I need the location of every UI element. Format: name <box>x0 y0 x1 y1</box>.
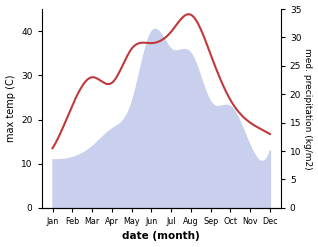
Y-axis label: med. precipitation (kg/m2): med. precipitation (kg/m2) <box>303 48 313 169</box>
Y-axis label: max temp (C): max temp (C) <box>5 75 16 142</box>
X-axis label: date (month): date (month) <box>122 231 200 242</box>
